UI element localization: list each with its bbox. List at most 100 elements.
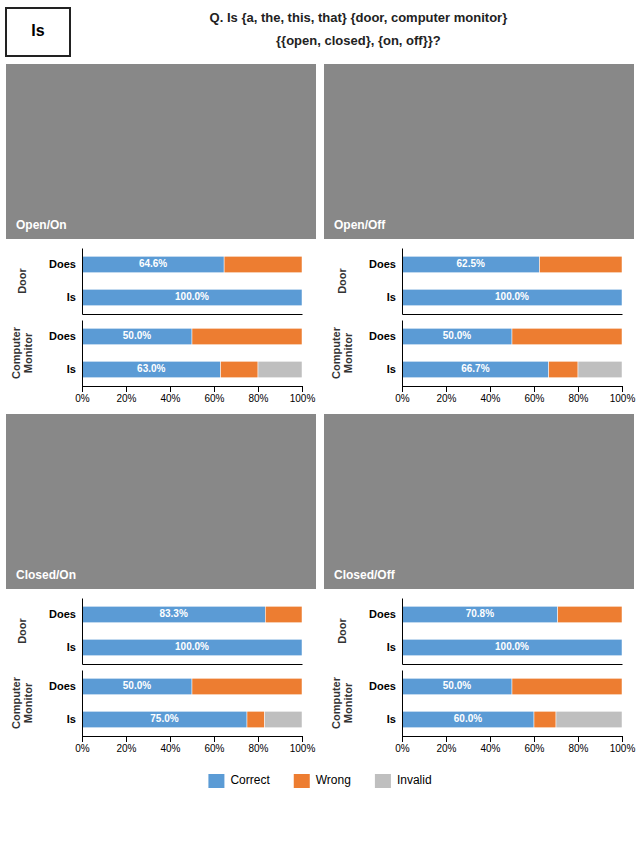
title-line: Q. Is {a, the, this, that} {door, comput… bbox=[210, 10, 508, 25]
x-axis: 0%20%40%60%80%100% bbox=[75, 736, 315, 754]
x-tick-label: 0% bbox=[395, 393, 410, 404]
panel-label: Closed/On bbox=[16, 568, 76, 582]
y-axis-line bbox=[402, 321, 403, 387]
bar-segment bbox=[622, 639, 623, 656]
x-tick-label: 80% bbox=[568, 393, 588, 404]
bar-segment bbox=[622, 289, 623, 306]
y-label-group: ComputerMonitor bbox=[330, 676, 354, 729]
x-tick: 40% bbox=[160, 386, 180, 404]
y-tick: Does bbox=[369, 608, 396, 620]
legend-swatch bbox=[375, 774, 391, 788]
x-tick: 40% bbox=[160, 736, 180, 754]
x-tick: 80% bbox=[568, 386, 588, 404]
legend-item: Correct bbox=[208, 773, 270, 788]
data-label: 75.0% bbox=[150, 713, 178, 724]
x-tick-label: 80% bbox=[568, 743, 588, 754]
bar-segment bbox=[302, 256, 303, 273]
x-axis-line bbox=[83, 736, 303, 737]
x-tick-label: 80% bbox=[248, 393, 268, 404]
x-axis bbox=[83, 314, 303, 315]
x-tick-label: 60% bbox=[524, 743, 544, 754]
x-axis-line bbox=[403, 736, 623, 737]
x-axis bbox=[403, 664, 623, 665]
image-placeholder bbox=[324, 414, 634, 589]
bar-segment bbox=[402, 711, 534, 728]
y-axis: IsDoes bbox=[369, 249, 402, 315]
y-axis-line bbox=[82, 321, 83, 387]
bar-segment bbox=[82, 606, 265, 623]
x-tick: 0% bbox=[75, 386, 90, 404]
bar-segment bbox=[549, 361, 578, 378]
x-tick-label: 20% bbox=[116, 393, 136, 404]
x-tick-mark bbox=[214, 386, 215, 392]
x-tick: 0% bbox=[75, 736, 90, 754]
y-tick: Is bbox=[387, 291, 396, 303]
x-tick-mark bbox=[402, 736, 403, 742]
x-tick: 100% bbox=[290, 386, 316, 404]
bar-segment bbox=[82, 711, 247, 728]
x-axis-line bbox=[403, 386, 623, 387]
bar-segment bbox=[192, 678, 302, 695]
data-label: 100.0% bbox=[495, 641, 529, 652]
y-tick: Is bbox=[387, 713, 396, 725]
x-tick-mark bbox=[170, 386, 171, 392]
x-tick-label: 0% bbox=[395, 743, 410, 754]
x-tick-mark bbox=[258, 736, 259, 742]
bar-chart: 0%20%40%60%80%100%IsDoes75.0%50.0% bbox=[49, 671, 315, 755]
y-label-group: Door bbox=[16, 617, 28, 643]
data-label: 100.0% bbox=[495, 291, 529, 302]
image-placeholder bbox=[324, 64, 634, 239]
x-tick: 100% bbox=[290, 736, 316, 754]
y-tick: Is bbox=[67, 641, 76, 653]
y-label-line: Door bbox=[336, 267, 348, 293]
x-axis-line bbox=[403, 314, 623, 315]
bar-segment bbox=[402, 678, 512, 695]
legend-label: Correct bbox=[230, 773, 270, 787]
x-tick-mark bbox=[126, 736, 127, 742]
y-label: ComputerMonitor bbox=[10, 676, 34, 729]
y-axis: IsDoes bbox=[369, 671, 402, 737]
bar-segment bbox=[265, 711, 302, 728]
bar-segment bbox=[540, 256, 623, 273]
bars bbox=[402, 328, 622, 378]
panel-label: Closed/Off bbox=[334, 568, 396, 582]
y-tick: Is bbox=[67, 363, 76, 375]
bar-segment bbox=[221, 361, 258, 378]
panel-label: Open/On bbox=[16, 218, 67, 232]
bar-segment bbox=[622, 328, 623, 345]
bar-segment bbox=[558, 606, 622, 623]
y-label: Door bbox=[16, 267, 28, 293]
x-axis bbox=[83, 664, 303, 665]
x-tick-label: 100% bbox=[290, 743, 316, 754]
y-tick: Does bbox=[49, 680, 76, 692]
title: Q. Is {a, the, this, that} {door, comput… bbox=[210, 10, 508, 48]
x-tick-mark bbox=[622, 386, 623, 392]
bar-segment bbox=[622, 289, 623, 306]
chart-root: Q. Is {a, the, this, that} {door, comput… bbox=[0, 0, 640, 851]
bars bbox=[402, 256, 622, 306]
bar-segment bbox=[556, 711, 622, 728]
x-tick-label: 40% bbox=[160, 743, 180, 754]
bar-segment bbox=[402, 606, 558, 623]
x-tick-mark bbox=[534, 736, 535, 742]
data-label: 66.7% bbox=[461, 363, 489, 374]
x-tick-mark bbox=[578, 736, 579, 742]
y-label: ComputerMonitor bbox=[330, 676, 354, 729]
x-tick-label: 40% bbox=[480, 393, 500, 404]
y-axis: IsDoes bbox=[49, 599, 82, 665]
bar-segment bbox=[82, 639, 302, 656]
x-tick-mark bbox=[258, 386, 259, 392]
y-label: Door bbox=[336, 617, 348, 643]
data-labels: 100.0%64.6% bbox=[139, 258, 209, 302]
bar-chart: IsDoes100.0%62.5% bbox=[369, 249, 622, 315]
y-tick-label: Is bbox=[387, 713, 396, 725]
bar-segment bbox=[302, 639, 303, 656]
y-tick-label: Is bbox=[67, 641, 76, 653]
bars bbox=[82, 328, 302, 378]
y-axis-line bbox=[402, 599, 403, 665]
y-tick-label: Does bbox=[369, 330, 396, 342]
x-tick-mark bbox=[622, 736, 623, 742]
y-tick-label: Does bbox=[369, 608, 396, 620]
y-axis-line bbox=[82, 671, 83, 737]
bar-chart: IsDoes100.0%64.6% bbox=[49, 249, 302, 315]
